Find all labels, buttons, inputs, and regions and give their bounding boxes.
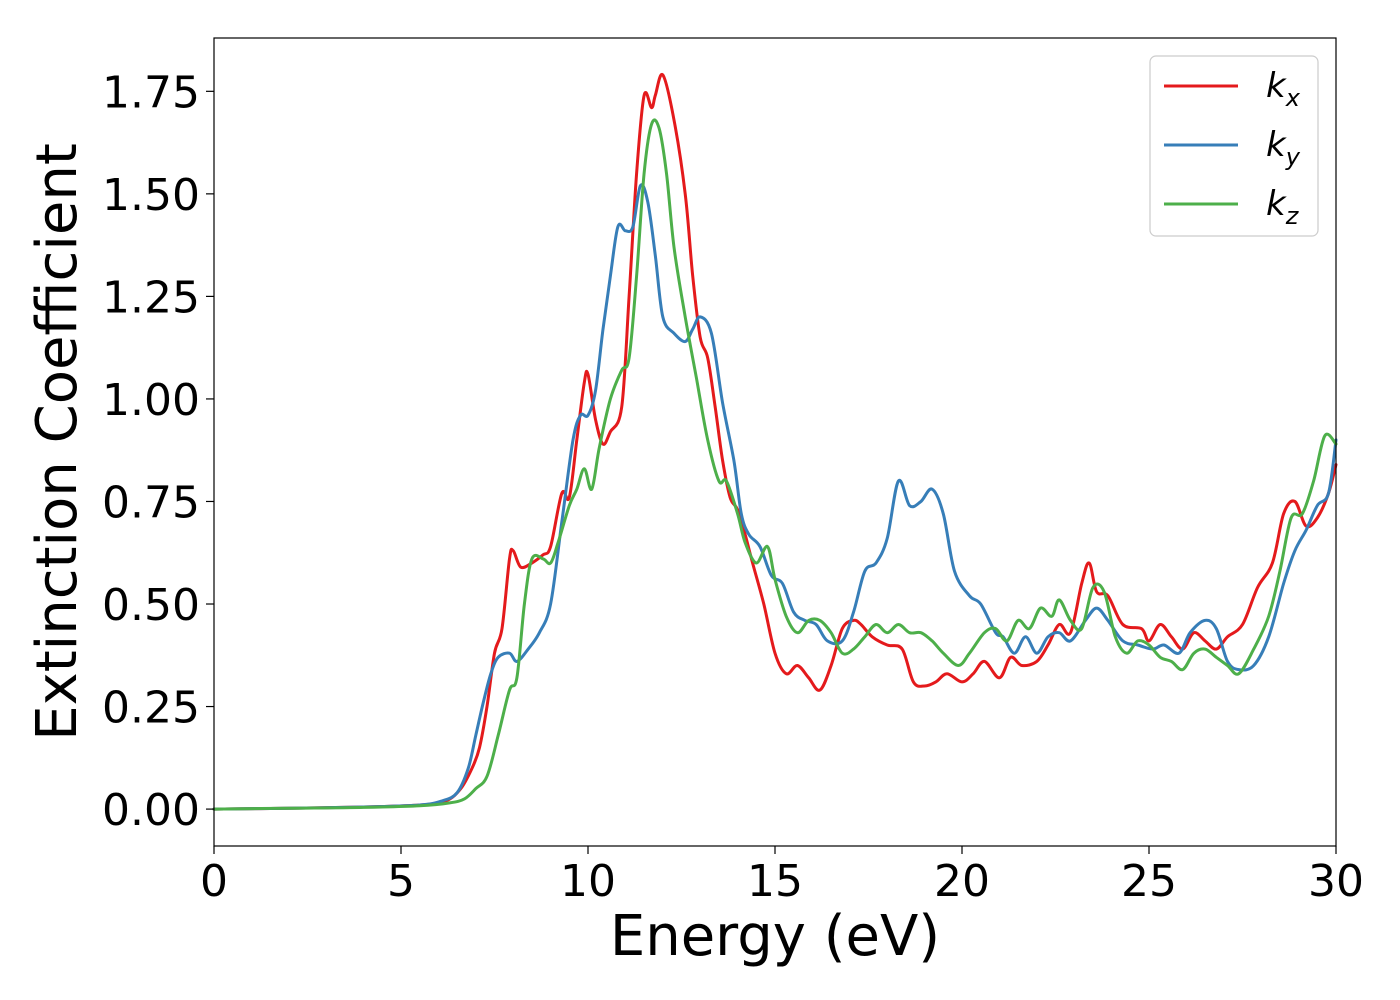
- x-tick-label: 5: [387, 856, 415, 907]
- y-tick-label: 0.00: [102, 785, 200, 836]
- y-tick-label: 1.75: [102, 67, 200, 118]
- series-line-y: [212, 183, 1338, 811]
- legend-label-y: ky: [1266, 125, 1301, 171]
- y-tick-label: 0.25: [102, 683, 200, 734]
- y-axis-title: Extinction Coefficient: [25, 143, 90, 741]
- series-line-z: [212, 118, 1338, 811]
- series-line-x: [212, 72, 1338, 811]
- y-axis-ticks: 0.00 0.25 0.50 0.75 1.00 1.25 1.50 1.75: [102, 67, 214, 836]
- legend-label-x: kx: [1266, 66, 1301, 112]
- x-tick-label: 15: [747, 856, 803, 907]
- x-tick-label: 0: [200, 856, 228, 907]
- x-tick-label: 25: [1121, 856, 1177, 907]
- x-axis-title: Energy (eV): [610, 904, 940, 969]
- y-tick-label: 1.50: [102, 170, 200, 221]
- series-layer: [212, 72, 1338, 811]
- y-tick-label: 1.00: [102, 375, 200, 426]
- legend-items: kx ky kz: [1164, 66, 1301, 230]
- y-tick-label: 0.75: [102, 477, 200, 528]
- y-tick-label: 1.25: [102, 272, 200, 323]
- x-tick-label: 30: [1308, 856, 1364, 907]
- x-tick-label: 20: [934, 856, 990, 907]
- x-tick-label: 10: [560, 856, 616, 907]
- x-axis-ticks: 0 5 10 15 20 25 30: [200, 846, 1364, 907]
- legend-label-z: kz: [1266, 184, 1300, 230]
- legend: kx ky kz: [1149, 55, 1319, 237]
- y-tick-label: 0.50: [102, 580, 200, 631]
